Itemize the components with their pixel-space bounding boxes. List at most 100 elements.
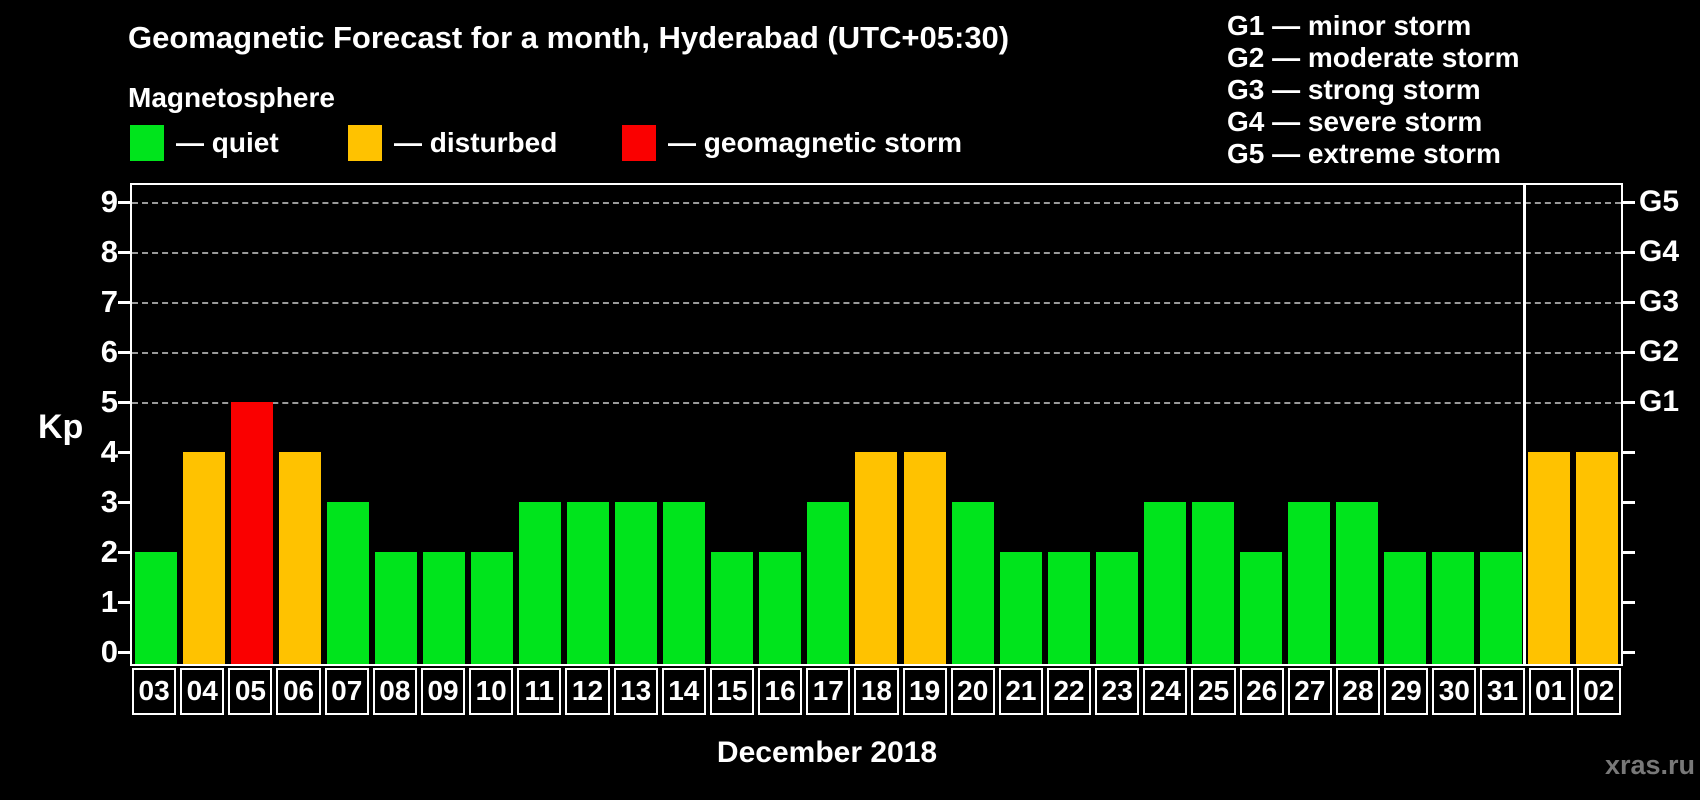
date-slot-25: 25 <box>1189 668 1237 715</box>
date-slot-27: 27 <box>1286 668 1334 715</box>
y-tick-right-9 <box>1623 201 1635 204</box>
quiet-color-swatch <box>130 125 164 161</box>
date-cell-06: 06 <box>276 668 321 715</box>
disturbed-color-swatch <box>348 125 382 161</box>
y-tick-label-2: 2 <box>100 534 118 569</box>
kp-bar-28 <box>1335 502 1378 664</box>
y-tick-label-9: 9 <box>100 184 118 219</box>
date-slot-30: 30 <box>1430 668 1478 715</box>
date-slot-23: 23 <box>1093 668 1141 715</box>
date-slot-26: 26 <box>1238 668 1286 715</box>
bar-slot-04 <box>180 185 228 664</box>
date-cell-09: 09 <box>420 668 466 715</box>
kp-bar-19 <box>903 452 946 664</box>
date-cell-19: 19 <box>902 668 947 715</box>
kp-bar-02 <box>1575 452 1618 664</box>
bar-slot-27 <box>1285 185 1333 664</box>
kp-bar-30 <box>1431 552 1474 664</box>
legend-item-storm: — geomagnetic storm <box>622 124 962 162</box>
bar-slot-22 <box>1045 185 1093 664</box>
right-axis-label-g5: G5 <box>1639 185 1680 218</box>
bar-slot-31 <box>1477 185 1525 664</box>
y-tick-right-5 <box>1623 401 1635 404</box>
legend-item-label: — quiet <box>176 127 279 158</box>
kp-bar-17 <box>807 502 850 664</box>
date-slot-11: 11 <box>515 668 563 715</box>
kp-bar-21 <box>999 552 1042 664</box>
date-cell-03: 03 <box>132 668 177 715</box>
y-tick-label-4: 4 <box>100 434 118 469</box>
date-slot-22: 22 <box>1045 668 1093 715</box>
kp-bar-10 <box>471 552 514 664</box>
storm-scale-legend: G1 — minor storm G2 — moderate storm G3 … <box>1227 10 1520 170</box>
y-tick-left-7 <box>118 301 130 304</box>
date-axis-row: 03 04 05 06 07 08 09 10 11 12 13 14 15 16 17 18 19 20 21 22… <box>130 668 1623 715</box>
gridline-kp9 <box>132 202 1621 204</box>
bar-slot-23 <box>1093 185 1141 664</box>
bar-slot-26 <box>1237 185 1285 664</box>
kp-bar-11 <box>519 502 562 664</box>
kp-bar-03 <box>135 552 178 664</box>
date-cell-30: 30 <box>1432 668 1477 715</box>
bar-slot-24 <box>1141 185 1189 664</box>
kp-bar-25 <box>1191 502 1234 664</box>
gridline-kp5 <box>132 402 1621 404</box>
right-axis-label-g3: G3 <box>1639 285 1680 318</box>
date-cell-02: 02 <box>1576 668 1621 715</box>
date-slot-18: 18 <box>852 668 900 715</box>
kp-bar-24 <box>1143 502 1186 664</box>
y-tick-right-7 <box>1623 301 1635 304</box>
date-cell-05: 05 <box>228 668 273 715</box>
bar-slot-25 <box>1189 185 1237 664</box>
date-cell-15: 15 <box>709 668 755 715</box>
date-slot-08: 08 <box>371 668 419 715</box>
y-tick-right-2 <box>1623 551 1635 554</box>
storm-scale-line-g3: G3 — strong storm <box>1227 74 1481 105</box>
legend-item-label: — geomagnetic storm <box>668 127 963 158</box>
bar-slot-15 <box>708 185 756 664</box>
date-cell-07: 07 <box>324 668 369 715</box>
bar-slot-01 <box>1525 185 1573 664</box>
page-title: Geomagnetic Forecast for a month, Hydera… <box>128 20 1010 55</box>
bar-slot-05 <box>228 185 276 664</box>
y-tick-left-8 <box>118 251 130 254</box>
y-tick-label-8: 8 <box>100 234 118 269</box>
y-tick-left-3 <box>118 501 130 504</box>
date-cell-11: 11 <box>517 668 562 715</box>
y-tick-right-0 <box>1623 651 1635 654</box>
date-slot-09: 09 <box>419 668 467 715</box>
y-tick-left-6 <box>118 351 130 354</box>
date-cell-29: 29 <box>1384 668 1429 715</box>
legend-item-quiet: — quiet <box>130 124 279 162</box>
plot-area <box>130 183 1623 666</box>
date-slot-17: 17 <box>804 668 852 715</box>
kp-bar-27 <box>1287 502 1330 664</box>
bar-slot-19 <box>901 185 949 664</box>
kp-bar-07 <box>327 502 370 664</box>
date-cell-04: 04 <box>180 668 225 715</box>
kp-bar-18 <box>855 452 898 664</box>
y-tick-right-6 <box>1623 351 1635 354</box>
kp-bar-23 <box>1095 552 1138 664</box>
legend-item-label: — disturbed <box>394 127 558 158</box>
storm-scale-line-g1: G1 — minor storm <box>1227 10 1472 41</box>
bar-slot-28 <box>1333 185 1381 664</box>
date-slot-31: 31 <box>1478 668 1526 715</box>
date-slot-04: 04 <box>178 668 226 715</box>
date-slot-12: 12 <box>563 668 611 715</box>
magnetosphere-subtitle: Magnetosphere <box>128 82 335 113</box>
kp-bar-31 <box>1479 552 1522 664</box>
date-cell-12: 12 <box>565 668 610 715</box>
kp-bar-04 <box>183 452 226 664</box>
date-slot-02: 02 <box>1575 668 1623 715</box>
kp-bar-22 <box>1047 552 1090 664</box>
date-cell-23: 23 <box>1095 668 1140 715</box>
date-cell-31: 31 <box>1480 668 1525 715</box>
date-slot-20: 20 <box>949 668 997 715</box>
right-axis-label-g4: G4 <box>1639 235 1680 268</box>
date-slot-29: 29 <box>1382 668 1430 715</box>
bar-slot-16 <box>756 185 804 664</box>
bar-slot-06 <box>276 185 324 664</box>
kp-bar-20 <box>951 502 994 664</box>
